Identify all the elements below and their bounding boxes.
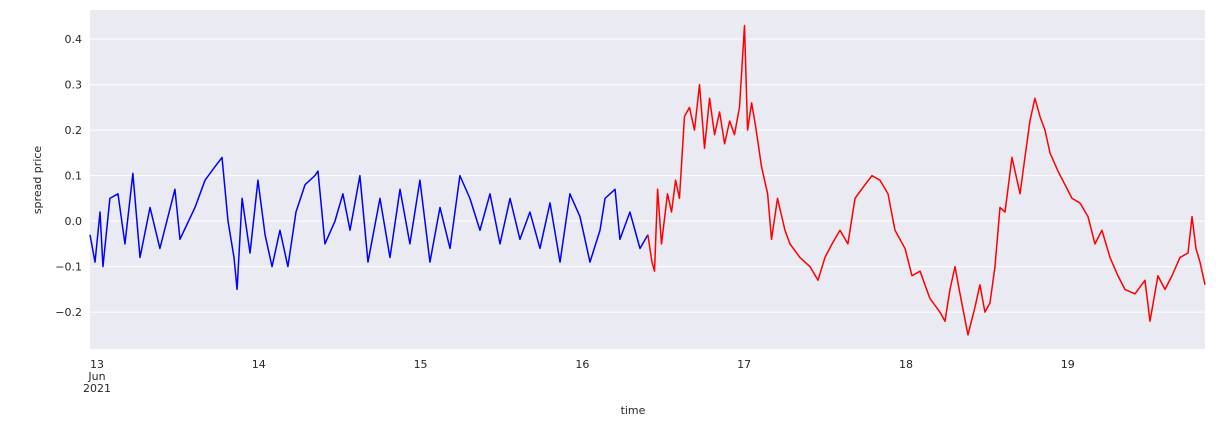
x-tick-label: 18 (899, 358, 913, 371)
x-tick-label: 14 (252, 358, 266, 371)
plot-area (90, 10, 1205, 349)
y-tick-label: 0.0 (65, 215, 83, 228)
y-tick-label: 0.1 (65, 170, 83, 183)
x-tick-label: 17 (737, 358, 751, 371)
y-tick-label: 0.4 (65, 33, 83, 46)
y-tick-label: 0.2 (65, 124, 83, 137)
x-tick-label: 15 (414, 358, 428, 371)
y-axis-label: spread price (31, 146, 44, 215)
line-series (647, 24, 1206, 336)
x-tick-label: 16 (575, 358, 589, 371)
line-series (89, 156, 649, 291)
x-axis-label: time (621, 404, 646, 417)
x-tick-label: 13 Jun 2021 (83, 358, 111, 395)
x-tick-label: 19 (1061, 358, 1075, 371)
y-tick-label: −0.1 (55, 261, 82, 274)
y-tick-label: 0.3 (65, 79, 83, 92)
y-tick-label: −0.2 (55, 306, 82, 319)
